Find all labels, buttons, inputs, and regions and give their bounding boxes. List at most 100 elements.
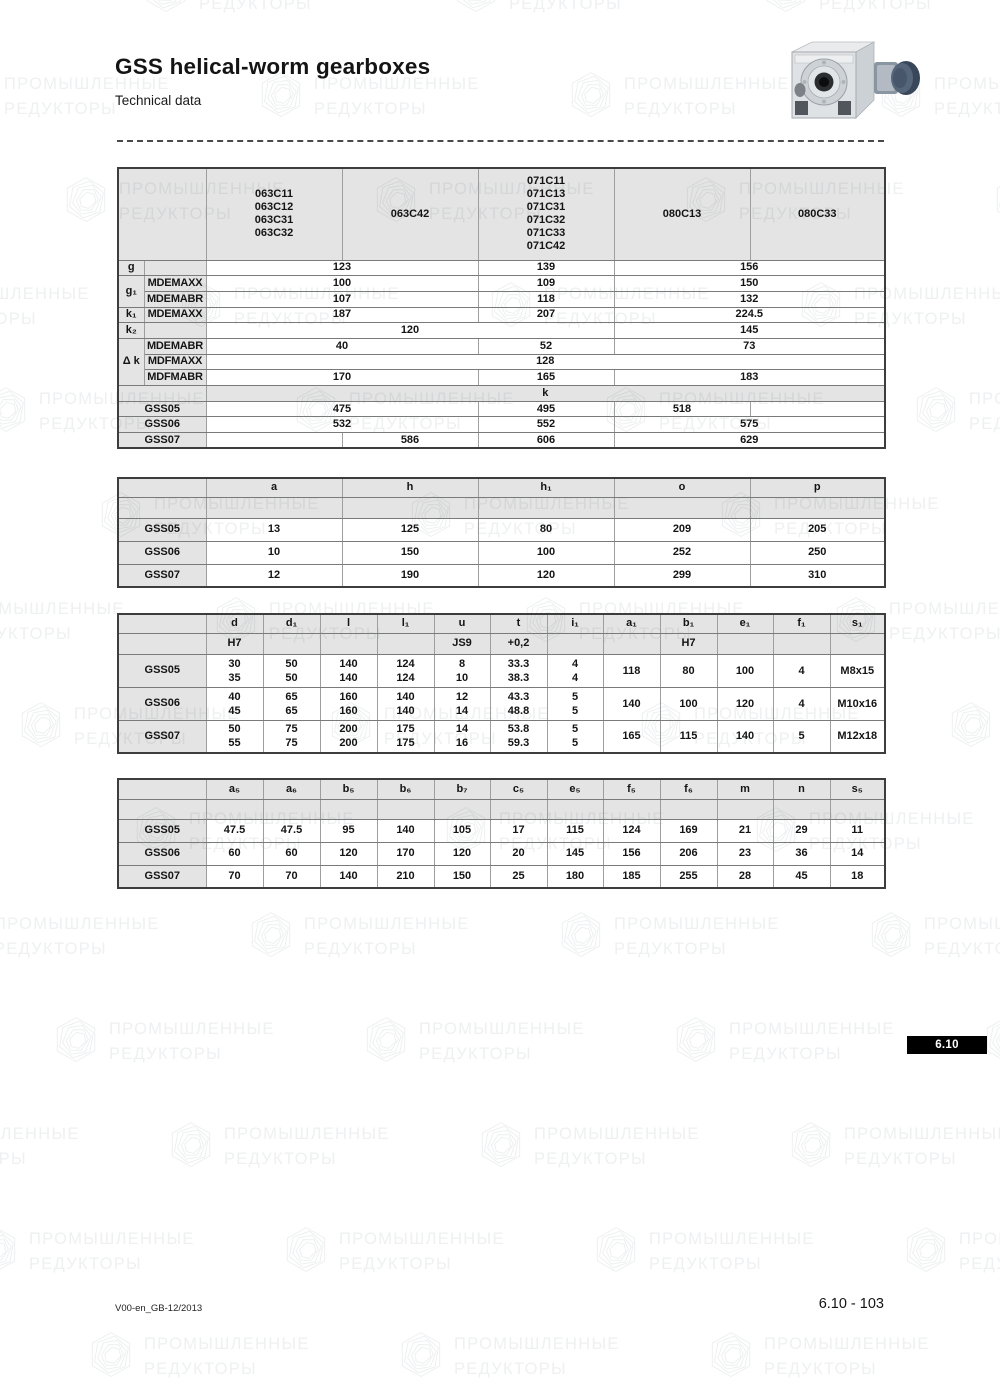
value-cell: 120 — [477, 563, 615, 588]
value-cell: 475 — [205, 400, 479, 418]
header-cell: GSS07 — [117, 432, 207, 449]
header-cell: JS9 — [433, 632, 491, 655]
value-cell: 140 140 — [319, 653, 378, 688]
value-cell: 100 — [716, 653, 774, 688]
value-cell: 73 — [613, 337, 886, 355]
header-cell: 080C33 — [749, 167, 886, 261]
value-cell: 100 — [477, 540, 615, 565]
value-cell: 80 — [477, 517, 615, 542]
table-row: d d₁ l l₁ u t i₁ a₁ b₁ e₁ f₁ s₁ — [117, 613, 886, 634]
header-cell — [602, 632, 661, 655]
header-cell: k₂ — [117, 322, 145, 339]
header-cell — [829, 798, 886, 820]
value-cell: 132 — [613, 290, 886, 308]
value-cell: 5 5 — [546, 686, 604, 721]
header-cell: u — [433, 613, 491, 634]
value-cell: 4 — [772, 686, 831, 721]
table-row: a₅ a₆ b₅ b₆ b₇ c₅ e₅ f₅ f₆ m n s₅ — [117, 778, 886, 800]
header-cell — [143, 322, 207, 339]
value-cell: 145 — [546, 841, 604, 866]
header-cell: o — [613, 477, 751, 498]
value-cell: 12 14 — [433, 686, 491, 721]
value-cell: 47.5 — [262, 818, 321, 843]
header-cell: s₅ — [829, 778, 886, 800]
value-cell: 5 5 — [546, 719, 604, 754]
table-row: k₁ MDEMAXX 187 207 224.5 — [117, 306, 886, 324]
header-cell: MDEMABR — [143, 290, 207, 308]
value-cell: 60 — [205, 841, 264, 866]
value-cell: 185 — [602, 864, 661, 889]
value-cell: 109 — [477, 275, 615, 292]
header-cell: l₁ — [376, 613, 435, 634]
value-cell: 4 — [772, 653, 831, 688]
value-cell: 210 — [376, 864, 435, 889]
value-cell: 33.3 38.3 — [489, 653, 548, 688]
page-title: GSS helical-worm gearboxes — [115, 54, 431, 79]
table-row: GSS07 70 70 140 210 150 25 180 185 255 28 45 18 — [117, 864, 886, 889]
value-cell: 552 — [477, 416, 615, 434]
header-cell: f₆ — [659, 778, 718, 800]
value-cell: 120 — [433, 841, 491, 866]
value-cell: 4 4 — [546, 653, 604, 688]
header-cell — [749, 496, 886, 519]
value-cell: 80 — [659, 653, 718, 688]
value-cell: 107 — [205, 290, 479, 308]
value-cell: 118 — [602, 653, 661, 688]
header-cell: MDFMABR — [143, 369, 207, 386]
header-cell: 063C42 — [341, 167, 479, 261]
value-cell: 255 — [659, 864, 718, 889]
value-cell: 252 — [613, 540, 751, 565]
header-cell: f₁ — [772, 613, 831, 634]
value-cell: 11 — [829, 818, 886, 843]
header-cell: GSS07 — [117, 563, 207, 588]
value-cell: 70 — [262, 864, 321, 889]
value-cell: 100 — [659, 686, 718, 721]
header-cell — [117, 496, 207, 519]
value-cell: 187 — [205, 306, 479, 324]
table-row — [117, 496, 886, 519]
table-row: g₁ MDEMAXX 100 109 150 — [117, 275, 886, 308]
header-cell: t — [489, 613, 548, 634]
header-cell: GSS05 — [117, 517, 207, 542]
table-row: GSS06 10 150 100 252 250 — [117, 540, 886, 565]
value-cell: 209 — [613, 517, 751, 542]
value-cell: 156 — [602, 841, 661, 866]
table-row: GSS06 532 552 575 — [117, 416, 886, 434]
table-row: H7 JS9 +0,2 H7 — [117, 632, 886, 655]
header-cell: g₁ — [117, 275, 145, 308]
value-cell: 29 — [772, 818, 831, 843]
header-cell: a₅ — [205, 778, 264, 800]
header-cell — [716, 798, 774, 820]
header-cell — [772, 798, 831, 820]
header-cell — [433, 798, 491, 820]
value-cell — [205, 432, 343, 449]
header-cell — [262, 798, 321, 820]
header-cell: i₁ — [546, 613, 604, 634]
header-cell — [117, 613, 207, 634]
table-row: GSS06 40 45 65 65 160 160 140 140 12 14 43.3 … — [117, 686, 886, 721]
header-cell: a₁ — [602, 613, 661, 634]
header-cell: MDEMAXX — [143, 306, 207, 324]
